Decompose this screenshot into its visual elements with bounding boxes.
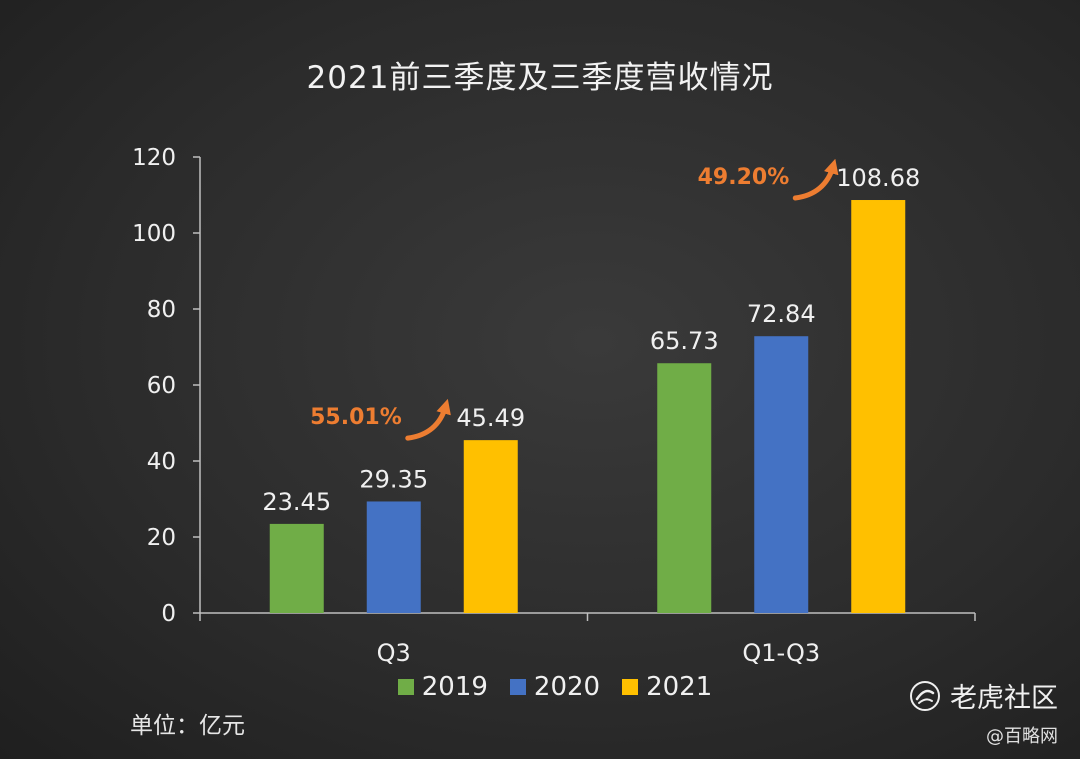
growth-arrow-icon [405,398,451,441]
bar-2019-Q3 [269,523,324,613]
watermark-brand: 老虎社区 [950,683,1058,714]
y-tick-label: 100 [132,221,176,247]
legend-item-2019: 2019 [397,672,488,702]
growth-label: 55.01% [310,405,402,430]
bar-2019-Q1-Q3 [657,363,712,613]
y-tick-label: 40 [147,449,176,475]
bar-2021-Q1-Q3 [851,200,906,614]
data-label: 65.73 [650,327,719,355]
data-label: 72.84 [747,300,816,328]
growth-label: 49.20% [698,165,790,190]
data-label: 108.68 [836,164,920,192]
bar-2021-Q3 [463,440,518,613]
watermark: 老虎社区 [908,676,1058,715]
x-category-label: Q3 [377,639,411,667]
legend-item-2021: 2021 [622,672,712,702]
data-label: 29.35 [359,465,428,493]
legend-swatch-2021 [622,679,639,695]
y-tick-label: 20 [147,525,176,551]
y-tick-label: 60 [147,373,176,399]
legend-swatch-2019 [397,679,414,695]
watermark-source: @百略网 [986,726,1058,747]
legend-item-2020: 2020 [509,672,601,702]
legend-label-2021: 2021 [646,672,713,702]
bar-2020-Q3 [366,501,421,613]
data-label: 23.45 [262,488,331,516]
legend-swatch-2020 [509,679,526,695]
y-tick-label: 0 [161,601,176,627]
bar-2020-Q1-Q3 [754,336,809,613]
data-label: 45.49 [456,404,525,432]
legend-label-2020: 2020 [533,672,601,702]
legend: 2019 2020 2021 [0,672,1080,702]
y-tick-label: 120 [132,145,176,171]
tiger-logo-icon [910,680,940,711]
growth-arrow-icon [792,158,839,201]
x-category-label: Q1-Q3 [742,639,820,667]
legend-label-2019: 2019 [421,672,488,702]
y-tick-label: 80 [147,297,176,323]
unit-label: 单位：亿元 [130,713,245,739]
chart-title: 2021前三季度及三季度营收情况 [306,60,774,96]
